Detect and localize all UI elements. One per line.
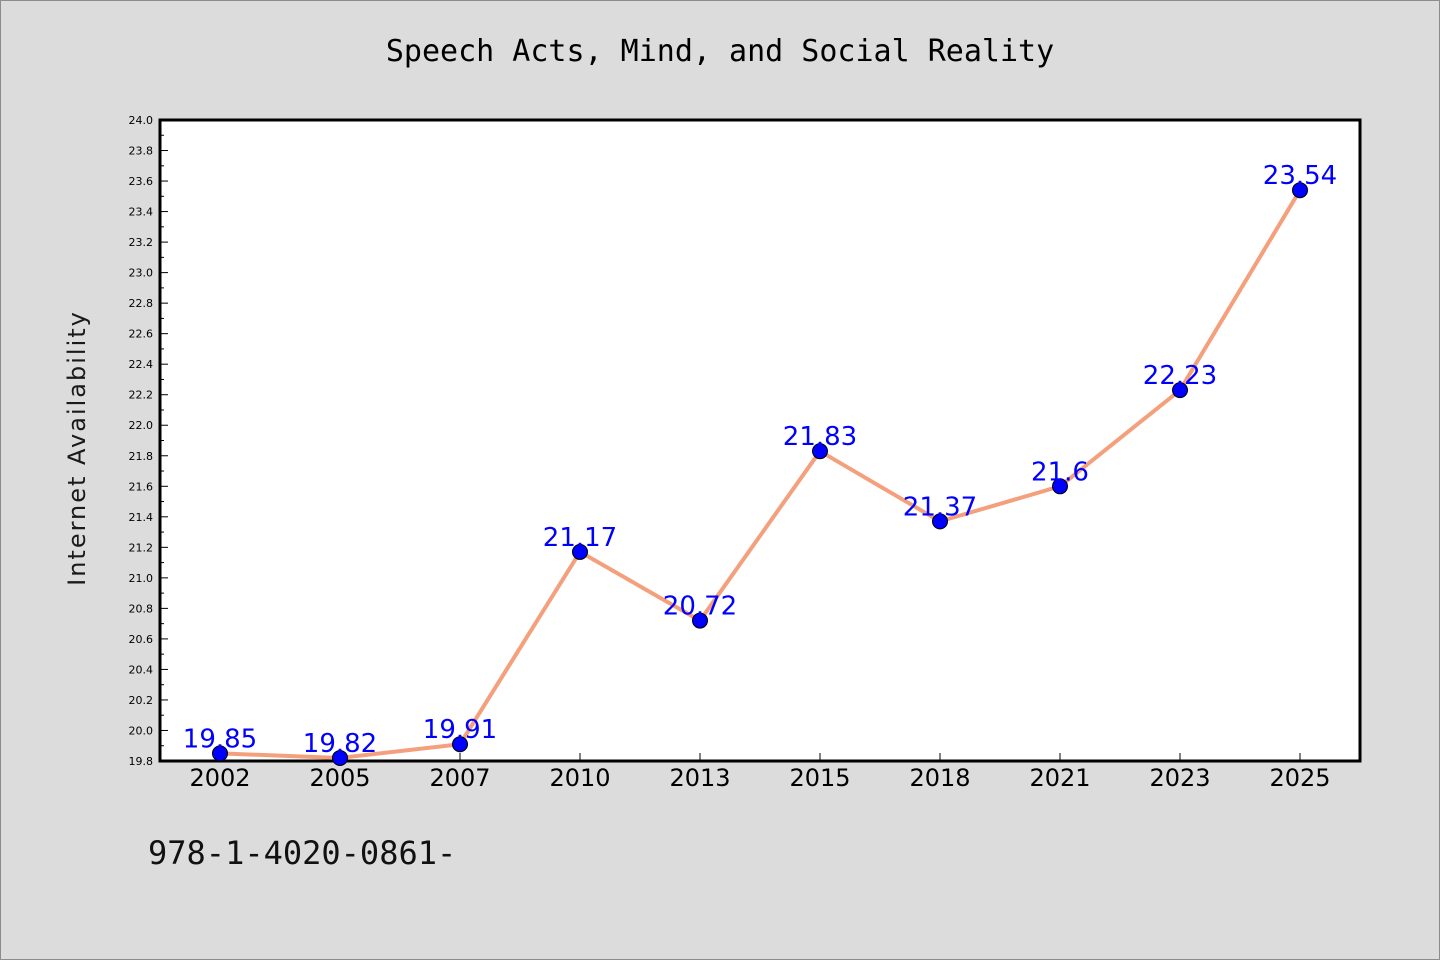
data-label: 19.82 — [303, 729, 377, 759]
x-tick-label: 2013 — [669, 764, 730, 792]
y-tick-label: 20.2 — [129, 694, 154, 707]
y-tick-label: 19.8 — [129, 755, 154, 768]
data-label: 19.91 — [423, 715, 497, 745]
y-tick-label: 22.8 — [129, 297, 154, 310]
data-label: 23.54 — [1263, 161, 1337, 191]
data-point — [1052, 478, 1068, 495]
data-point — [932, 513, 948, 530]
y-tick-label: 20.6 — [129, 633, 154, 646]
data-label: 21.17 — [543, 523, 617, 553]
data-label: 21.6 — [1031, 457, 1089, 487]
data-point — [692, 612, 708, 629]
y-tick-label: 23.6 — [129, 175, 154, 188]
x-tick-label: 2007 — [429, 764, 490, 792]
series-layer: 19.85 19.82 19.91 21.17 20.72 21.83 21.37 21.6 2… — [183, 161, 1337, 766]
x-tick-label: 2015 — [789, 764, 850, 792]
y-tick-label: 20.8 — [129, 602, 154, 615]
y-tick-label: 22.6 — [129, 328, 154, 341]
data-label: 21.37 — [903, 492, 977, 522]
y-tick-label: 23.0 — [129, 267, 154, 280]
data-point — [1292, 182, 1308, 199]
data-point — [332, 749, 348, 766]
x-tick-label: 2018 — [909, 764, 970, 792]
y-tick-label: 21.4 — [129, 511, 154, 524]
y-tick-label: 22.4 — [129, 358, 154, 371]
y-tick-label: 20.4 — [129, 663, 154, 676]
y-axis: 19.8 20.0 20.2 20.4 20.6 20.8 21.0 21.2 21.4 21.6… — [129, 114, 168, 768]
y-tick-label: 21.2 — [129, 541, 154, 554]
x-tick-label: 2002 — [189, 764, 250, 792]
y-tick-label: 24.0 — [129, 114, 154, 127]
y-tick-label: 20.0 — [129, 724, 154, 737]
data-point — [812, 443, 828, 460]
x-tick-label: 2005 — [309, 764, 370, 792]
x-tick-label: 2010 — [549, 764, 610, 792]
y-tick-label: 23.2 — [129, 236, 154, 249]
data-label: 19.85 — [183, 724, 257, 754]
y-tick-label: 23.4 — [129, 206, 154, 219]
y-tick-label: 21.6 — [129, 480, 154, 493]
chart-title: Speech Acts, Mind, and Social Reality — [385, 34, 1055, 69]
y-tick-label: 23.8 — [129, 145, 154, 158]
y-tick-label: 22.0 — [129, 419, 154, 432]
x-tick-label: 2023 — [1149, 764, 1210, 792]
data-label: 22.23 — [1143, 361, 1217, 391]
x-tick-label: 2021 — [1029, 764, 1090, 792]
x-tick-label: 2025 — [1269, 764, 1330, 792]
data-point — [1172, 382, 1188, 399]
x-axis: 2002 2005 2007 2010 2013 2015 2018 2021 2023 2025 — [189, 753, 1331, 792]
footer-code: 978-1-4020-0861- — [148, 834, 457, 872]
y-tick-label: 21.8 — [129, 450, 154, 463]
y-tick-label: 21.0 — [129, 572, 154, 585]
y-tick-label: 22.2 — [129, 389, 154, 402]
series-line — [218, 188, 1302, 760]
data-point — [572, 543, 588, 560]
data-label: 20.72 — [663, 592, 737, 622]
plot-area — [158, 118, 1362, 763]
data-label: 21.83 — [783, 422, 857, 452]
data-point — [452, 736, 468, 753]
data-point — [212, 745, 228, 762]
